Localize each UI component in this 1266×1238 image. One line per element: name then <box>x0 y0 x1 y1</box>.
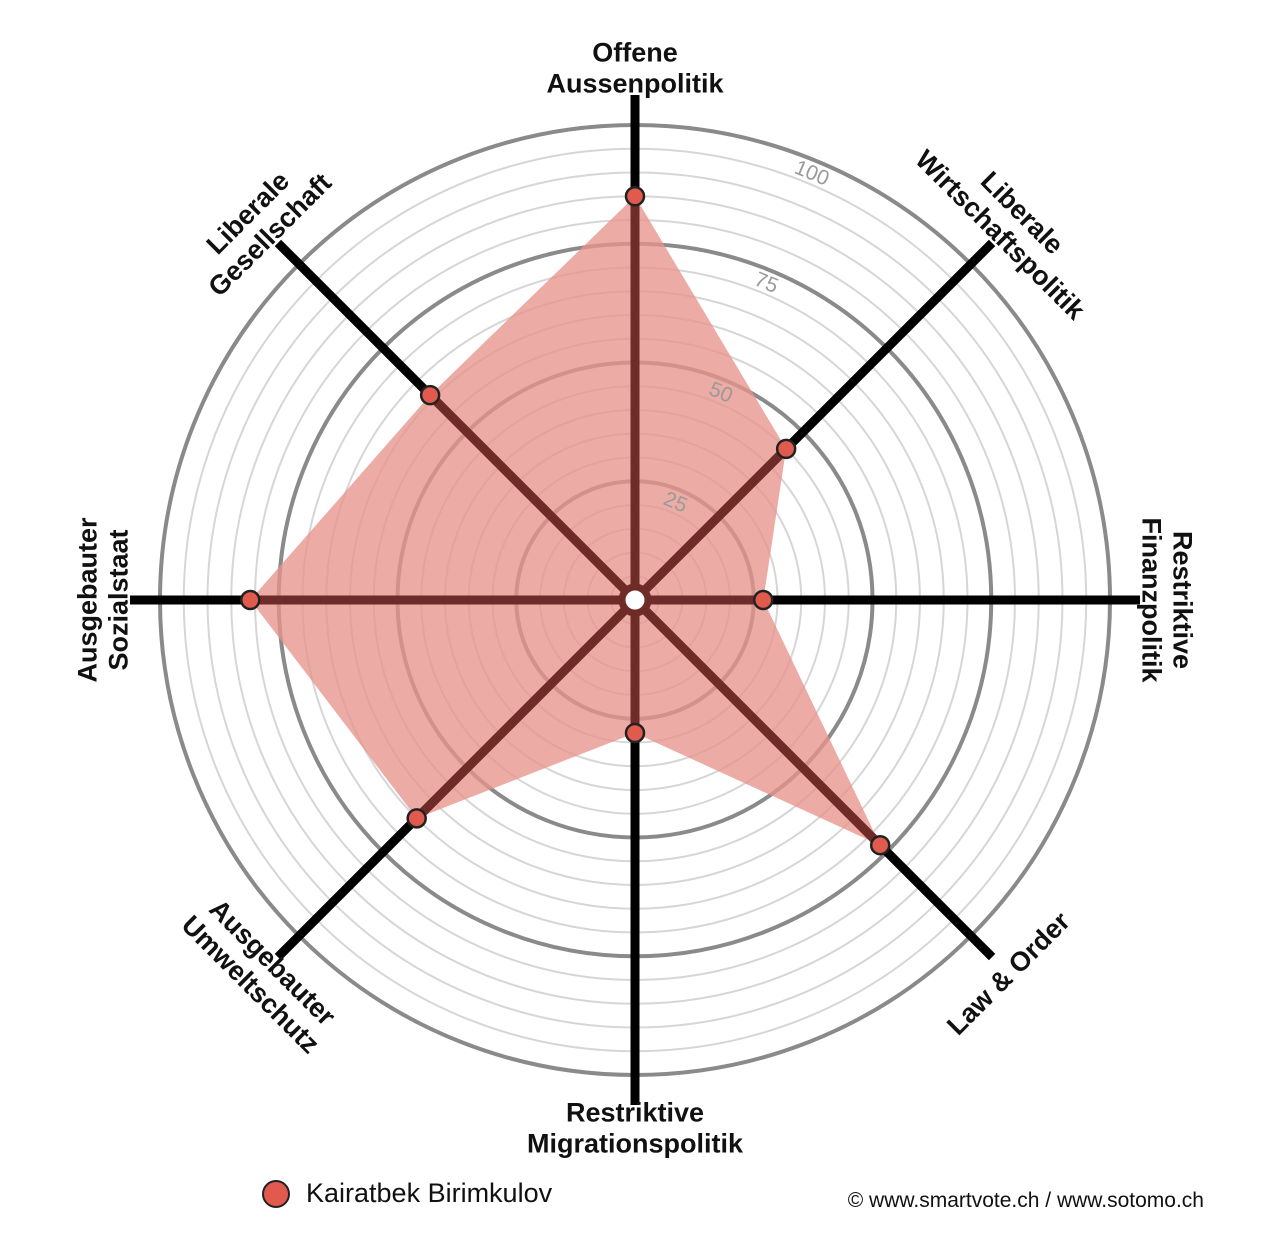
axis-spoke-filled <box>426 391 639 604</box>
data-point <box>406 808 427 829</box>
tick-label: 100 <box>791 156 832 191</box>
axis-label-line: Finanzpolitik <box>1136 518 1166 684</box>
axis-spoke-filled <box>631 445 790 604</box>
axis-label-line: Offene <box>592 38 678 68</box>
radar-points <box>240 186 891 856</box>
legend: Kairatbek Birimkulov <box>262 1178 552 1209</box>
axis-label-line: Sozialstaat <box>104 529 134 670</box>
axis-label-line: Aussenpolitik <box>546 69 724 99</box>
data-point <box>419 384 441 406</box>
axis-label-line: Ausgebauter <box>73 517 103 683</box>
data-point <box>624 186 646 207</box>
data-point <box>869 834 891 856</box>
data-point <box>624 722 646 744</box>
axis-label-line: Restriktive <box>1167 531 1197 669</box>
axis-label: Ausgebauter Sozialstaat <box>73 517 134 683</box>
data-point <box>775 438 797 460</box>
legend-label: Kairatbek Birimkulov <box>306 1178 553 1208</box>
radar-spokes-inner <box>250 196 884 849</box>
axis-spoke-filled <box>413 596 639 822</box>
legend-marker <box>262 1179 290 1208</box>
axis-spoke-filled <box>631 596 884 849</box>
data-point <box>240 589 261 611</box>
data-point <box>753 589 774 611</box>
copyright-text: © www.smartvote.ch / www.sotomo.ch <box>847 1189 1204 1212</box>
axis-label-line: Migrationspolitik <box>527 1129 744 1159</box>
center-hub <box>618 583 652 617</box>
axis-label-line: Restriktive <box>566 1098 704 1128</box>
